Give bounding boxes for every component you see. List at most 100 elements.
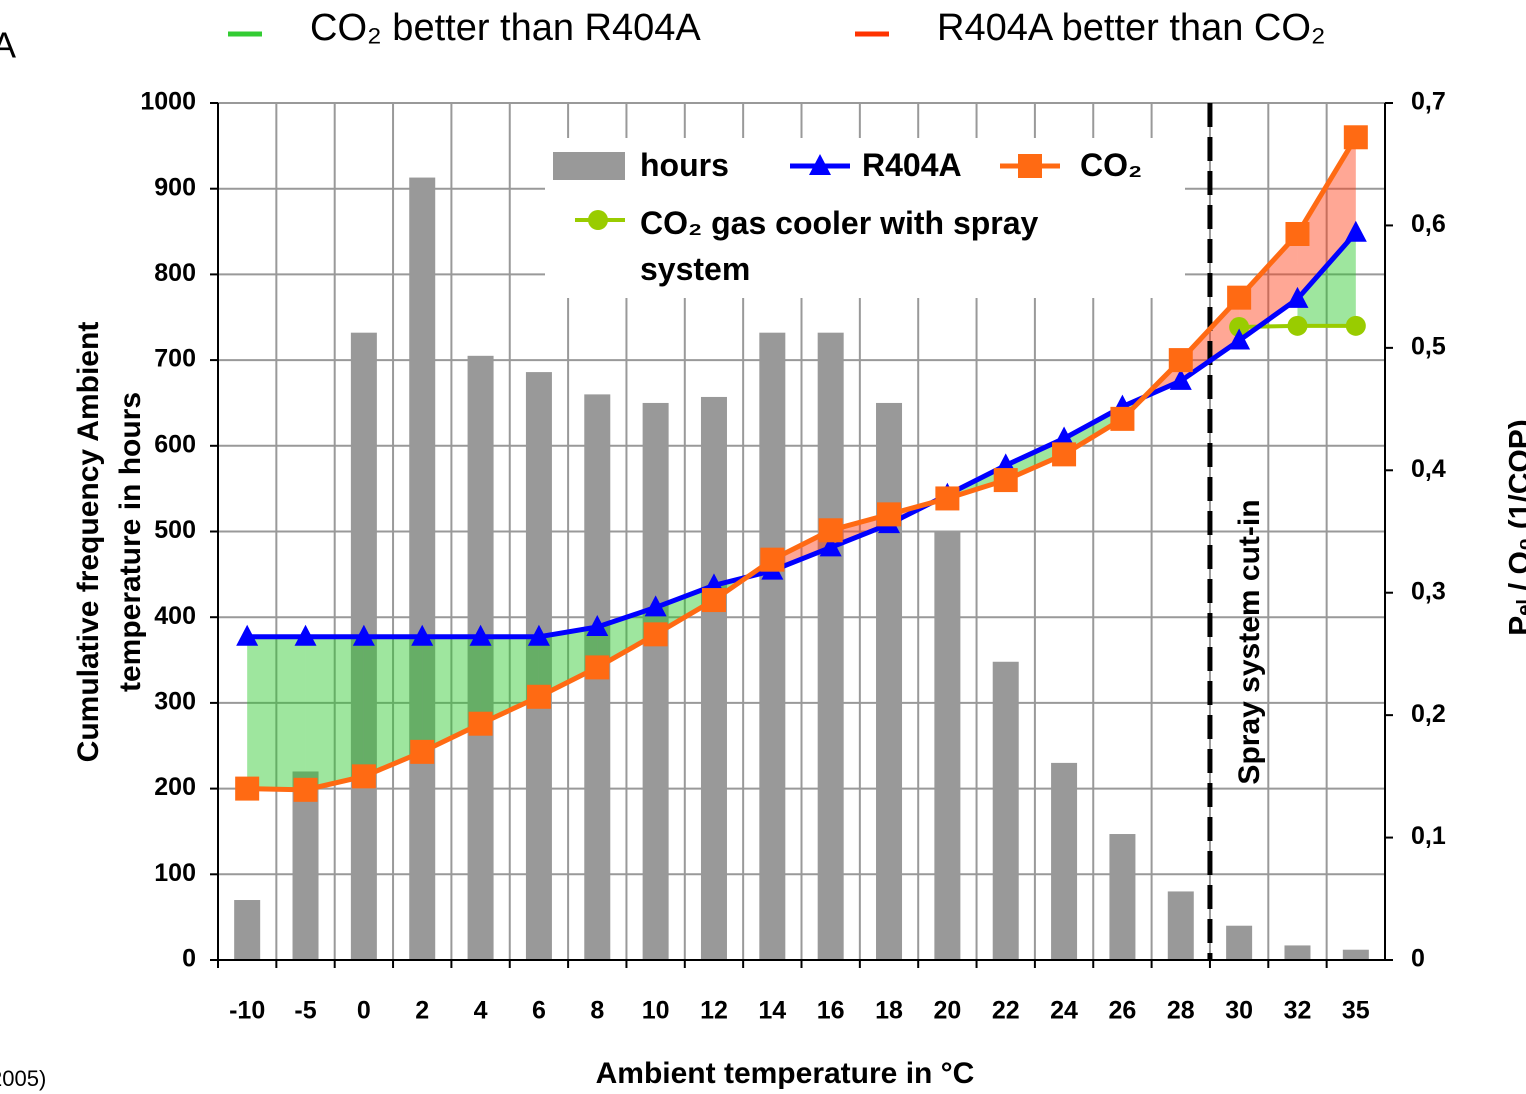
bar — [467, 355, 494, 960]
x-tick-label: -5 — [294, 997, 316, 1025]
marker — [760, 547, 785, 572]
x-tick-label: 4 — [474, 997, 488, 1025]
x-tick-label: 6 — [532, 997, 546, 1025]
marker — [411, 624, 434, 646]
legend-label: R404A — [862, 147, 962, 183]
x-tick-label: 22 — [992, 997, 1020, 1025]
marker — [1287, 315, 1308, 336]
bar — [700, 396, 727, 960]
legend-label: hours — [640, 147, 729, 183]
y2-tick-label: 0,2 — [1411, 700, 1446, 728]
marker — [527, 624, 550, 646]
bar — [350, 332, 377, 960]
marker — [644, 595, 667, 617]
y-tick-label: 900 — [154, 173, 196, 201]
marker — [1228, 328, 1251, 350]
marker — [818, 518, 843, 543]
marker — [351, 764, 376, 789]
y-tick-label: 300 — [154, 688, 196, 716]
marker — [819, 535, 842, 557]
annotation: Spray system cut-in — [1233, 499, 1266, 785]
bar — [1226, 925, 1253, 960]
marker — [1286, 286, 1309, 308]
bar — [525, 372, 552, 960]
x-tick-label: -10 — [229, 997, 265, 1025]
corner-text: A — [0, 25, 16, 66]
y-tick-label: 500 — [154, 516, 196, 544]
marker — [236, 624, 259, 646]
marker — [643, 622, 668, 647]
marker — [1345, 315, 1366, 336]
marker — [1169, 368, 1192, 390]
marker — [588, 210, 608, 230]
legend-label: CO₂ better than R404A — [310, 7, 701, 49]
marker — [410, 739, 435, 764]
x-tick-label: 28 — [1167, 997, 1195, 1025]
bar — [642, 402, 669, 960]
marker — [468, 711, 493, 736]
y-tick-label: 800 — [154, 259, 196, 287]
y-tick-label: 0 — [182, 945, 196, 973]
difference-area — [1064, 406, 1123, 455]
marker — [1052, 442, 1077, 467]
marker — [1053, 426, 1076, 448]
difference-area — [1297, 137, 1356, 299]
y-tick-label: 400 — [154, 602, 196, 630]
x-axis-label: Ambient temperature in °C — [596, 1057, 975, 1090]
bar — [234, 900, 261, 960]
marker — [1343, 125, 1368, 150]
marker — [1110, 406, 1135, 431]
y2-tick-label: 0,4 — [1411, 455, 1446, 483]
marker — [294, 624, 317, 646]
marker — [352, 624, 375, 646]
y2-tick-label: 0,6 — [1411, 210, 1446, 238]
y-axis-label: Cumulative frequency Ambient temperature… — [72, 321, 147, 763]
marker — [586, 614, 609, 636]
bar — [1167, 891, 1194, 960]
marker — [1229, 317, 1250, 338]
marker — [809, 154, 831, 175]
x-tick-label: 30 — [1225, 997, 1253, 1025]
x-tick-label: 16 — [817, 997, 845, 1025]
bar — [1342, 949, 1369, 960]
difference-area — [247, 636, 306, 790]
x-tick-label: 24 — [1050, 997, 1078, 1025]
marker — [293, 777, 318, 802]
marker — [877, 502, 902, 527]
y-tick-label: 1000 — [140, 88, 196, 116]
y2-axis-label: Pₑₗ / Q₀ (1/COP) — [1503, 419, 1526, 636]
marker — [526, 684, 551, 709]
difference-area — [655, 585, 714, 635]
y-tick-label: 600 — [154, 430, 196, 458]
bar — [1051, 762, 1078, 960]
marker — [701, 588, 726, 613]
marker — [1018, 154, 1042, 178]
x-tick-label: 20 — [933, 997, 961, 1025]
legend-label: CO₂ gas cooler with spray system — [640, 205, 1039, 287]
difference-area — [363, 636, 423, 777]
x-tick-label: 10 — [642, 997, 670, 1025]
marker — [1227, 285, 1252, 310]
bar — [876, 402, 903, 960]
bar — [934, 531, 961, 960]
difference-area — [1297, 232, 1356, 326]
x-tick-label: 18 — [875, 997, 903, 1025]
y2-tick-label: 0,3 — [1411, 577, 1446, 605]
bar — [992, 661, 1019, 960]
y-tick-label: 100 — [154, 859, 196, 887]
bar — [409, 177, 436, 960]
corner-text: 2005) — [0, 1066, 46, 1091]
x-tick-label: 35 — [1342, 997, 1370, 1025]
x-tick-label: 8 — [590, 997, 604, 1025]
bar — [1284, 945, 1311, 960]
y2-tick-label: 0,1 — [1411, 822, 1446, 850]
x-tick-label: 0 — [357, 997, 371, 1025]
y-tick-label: 700 — [154, 345, 196, 373]
difference-area — [538, 626, 598, 697]
difference-area — [422, 636, 481, 752]
line — [247, 231, 1358, 640]
legend-box — [545, 138, 1185, 298]
x-tick-label: 32 — [1284, 997, 1312, 1025]
